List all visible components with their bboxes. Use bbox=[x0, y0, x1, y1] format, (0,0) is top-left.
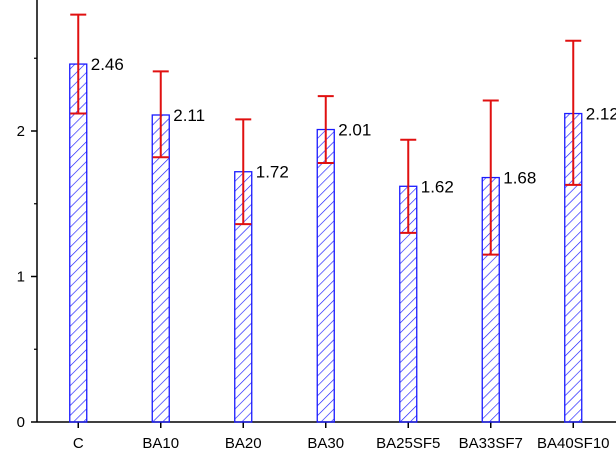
bars bbox=[69, 63, 583, 423]
bar bbox=[316, 128, 335, 423]
data-label: 1.62 bbox=[421, 177, 454, 196]
data-label: 2.11 bbox=[173, 106, 205, 125]
bar bbox=[69, 63, 88, 423]
y-tick-label: 2 bbox=[17, 123, 25, 140]
x-tick-label: BA20 bbox=[225, 435, 262, 452]
data-label: 2.01 bbox=[338, 121, 371, 140]
y-tick-label: 0 bbox=[17, 414, 25, 431]
data-label: 2.46 bbox=[91, 55, 124, 74]
x-tick-label: BA33SF7 bbox=[459, 435, 523, 452]
x-tick-label: BA40SF10 bbox=[537, 435, 610, 452]
data-label: 1.68 bbox=[503, 169, 536, 188]
y-tick-label: 1 bbox=[17, 269, 25, 286]
x-tick-label: BA10 bbox=[142, 435, 179, 452]
x-tick-label: BA25SF5 bbox=[376, 435, 440, 452]
data-label: 2.12 bbox=[586, 105, 616, 124]
x-tick-label: BA30 bbox=[307, 435, 344, 452]
error-bars bbox=[70, 13, 582, 256]
x-tick-label: C bbox=[73, 435, 84, 452]
data-label: 1.72 bbox=[256, 163, 289, 182]
axes: 0 1 2 bbox=[17, 0, 616, 431]
bar bbox=[151, 114, 170, 423]
labels: 2.46 C 2.11 BA10 1.72 BA20 2.01 BA30 1.62 BA25SF5… bbox=[73, 55, 616, 452]
